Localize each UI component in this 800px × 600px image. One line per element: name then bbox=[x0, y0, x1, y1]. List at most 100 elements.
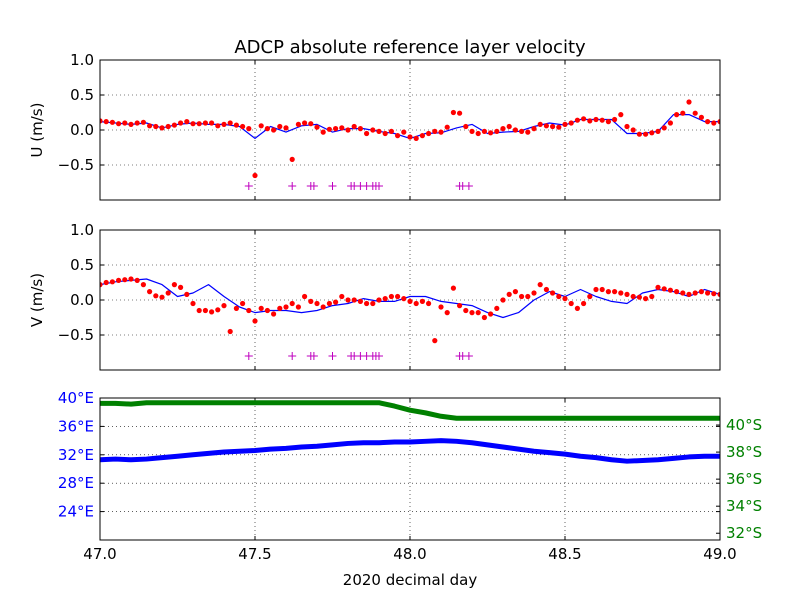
flag-marker bbox=[328, 352, 337, 360]
data-point bbox=[339, 293, 345, 300]
data-point bbox=[128, 121, 134, 127]
data-point bbox=[153, 123, 159, 130]
data-point bbox=[593, 286, 599, 293]
data-point bbox=[618, 112, 624, 118]
data-point bbox=[413, 135, 419, 141]
data-point bbox=[252, 318, 258, 324]
data-point bbox=[562, 296, 568, 302]
data-point bbox=[277, 305, 283, 311]
data-point bbox=[643, 296, 649, 302]
y-tick-label: −0.5 bbox=[58, 156, 94, 174]
data-point bbox=[556, 124, 562, 130]
data-point bbox=[556, 293, 562, 300]
data-point bbox=[624, 123, 630, 130]
latitude-line bbox=[100, 400, 720, 421]
flag-marker bbox=[244, 182, 253, 190]
y-tick-label: 1.0 bbox=[70, 51, 94, 69]
data-point bbox=[543, 123, 550, 129]
flag-marker bbox=[288, 182, 297, 190]
data-point bbox=[500, 297, 506, 303]
data-point bbox=[587, 293, 593, 300]
y-tick-label: 0.0 bbox=[70, 121, 94, 139]
panels-group: 1.0 0.5 0.0 −0.5 U (m/s) 1.0 0.5 0.0 −0.5 V (m/s)… bbox=[28, 51, 762, 563]
data-point bbox=[444, 310, 450, 316]
flag-marker bbox=[464, 352, 473, 360]
data-point bbox=[320, 304, 326, 310]
data-point bbox=[258, 305, 264, 311]
data-point bbox=[116, 121, 122, 127]
data-point bbox=[581, 116, 587, 122]
data-point bbox=[202, 120, 208, 126]
data-point bbox=[655, 128, 661, 134]
data-point bbox=[326, 300, 332, 307]
data-point bbox=[432, 338, 438, 344]
flag-marker bbox=[244, 352, 253, 360]
data-point bbox=[227, 328, 233, 335]
data-point bbox=[314, 300, 320, 307]
data-point bbox=[103, 119, 109, 125]
data-point bbox=[512, 127, 519, 133]
panel-frame bbox=[99, 397, 721, 541]
data-point bbox=[196, 121, 202, 127]
data-point bbox=[178, 120, 184, 126]
data-point bbox=[376, 297, 382, 303]
data-point bbox=[612, 289, 618, 295]
data-point bbox=[103, 279, 109, 286]
data-point bbox=[209, 120, 215, 126]
data-point bbox=[333, 299, 339, 305]
data-point bbox=[395, 133, 401, 139]
data-point bbox=[537, 121, 543, 127]
data-point bbox=[475, 310, 481, 316]
data-point bbox=[258, 123, 264, 129]
data-point bbox=[370, 300, 376, 307]
data-point bbox=[171, 122, 177, 128]
plot-area bbox=[100, 99, 720, 190]
data-point bbox=[574, 305, 581, 311]
y-tick-label: 40°E bbox=[58, 389, 94, 407]
data-point bbox=[109, 119, 115, 125]
data-point bbox=[326, 126, 332, 132]
x-tick-label: 48.0 bbox=[393, 545, 426, 563]
data-point bbox=[190, 300, 196, 307]
data-point bbox=[686, 291, 692, 297]
data-point bbox=[661, 286, 667, 292]
data-point bbox=[264, 126, 270, 132]
data-point bbox=[519, 128, 525, 134]
data-point bbox=[196, 307, 202, 314]
data-point bbox=[364, 300, 370, 307]
data-point bbox=[705, 119, 711, 125]
data-point bbox=[686, 99, 692, 105]
data-point bbox=[568, 120, 574, 126]
flag-marker bbox=[464, 182, 473, 190]
data-point bbox=[568, 300, 574, 307]
longitude-line bbox=[100, 438, 720, 464]
data-point bbox=[525, 293, 531, 300]
data-point bbox=[680, 290, 686, 296]
data-point bbox=[593, 116, 599, 123]
data-point bbox=[407, 134, 413, 140]
data-point bbox=[395, 293, 401, 300]
data-point bbox=[109, 279, 115, 285]
data-point bbox=[233, 122, 239, 128]
flag-marker bbox=[309, 352, 318, 360]
data-point bbox=[674, 289, 680, 295]
data-point bbox=[271, 311, 277, 317]
panel-3: 40°E 36°E 32°E 28°E 24°E 32°S 34°S 36°S 38°S 40°S… bbox=[58, 389, 762, 563]
flag-marker bbox=[328, 182, 337, 190]
data-point bbox=[147, 123, 153, 129]
data-point bbox=[550, 123, 556, 130]
data-point bbox=[643, 131, 649, 137]
data-point bbox=[636, 294, 643, 300]
data-point bbox=[364, 130, 370, 137]
data-point bbox=[698, 114, 705, 120]
data-point bbox=[289, 300, 295, 307]
panel-1: 1.0 0.5 0.0 −0.5 U (m/s) bbox=[28, 51, 721, 201]
data-point bbox=[711, 120, 717, 126]
data-point bbox=[357, 126, 363, 132]
data-point bbox=[227, 120, 233, 126]
data-point bbox=[587, 118, 593, 124]
data-point bbox=[717, 291, 720, 297]
data-point bbox=[450, 109, 456, 116]
data-point bbox=[271, 127, 277, 133]
